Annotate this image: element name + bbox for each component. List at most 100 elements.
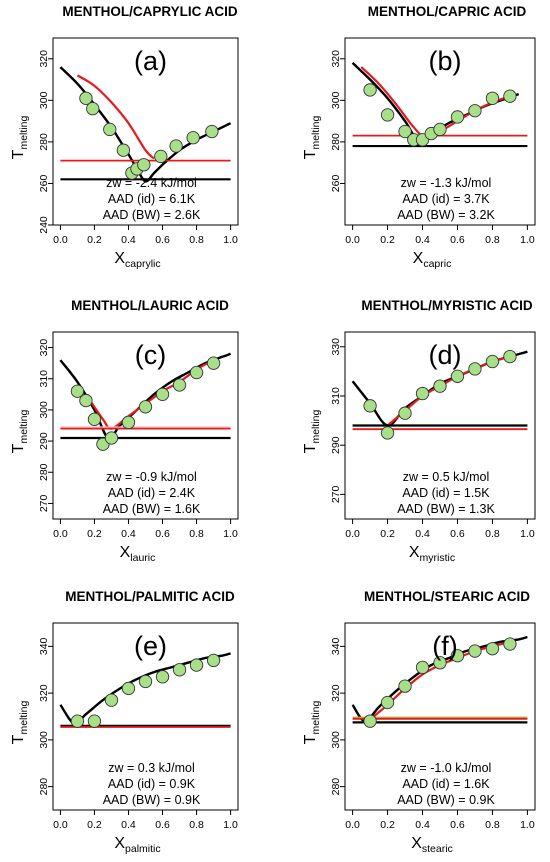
y-axis-label: Tmelting — [302, 116, 322, 160]
x-tick-label: 0.6 — [155, 528, 170, 540]
x-tick-label: 0.2 — [87, 234, 102, 246]
data-point — [433, 379, 447, 393]
y-tick-label: 240 — [38, 216, 50, 234]
x-tick-label: 0.2 — [87, 819, 102, 831]
plot-frame — [344, 331, 536, 520]
data-point — [450, 110, 465, 124]
data-point — [79, 393, 93, 408]
y-tick-label: 320 — [330, 684, 342, 702]
x-tick-label: 1.0 — [223, 819, 238, 831]
data-point — [121, 681, 136, 696]
y-axis-label-main: T — [10, 734, 27, 744]
annotation-line: AAD (id) = 2.4K — [108, 486, 196, 500]
panel-label: (a) — [134, 46, 167, 76]
chart-title: MENTHOL/PALMITIC ACID — [65, 589, 235, 604]
annotation-line: zw = -0.9 kJ/mol — [106, 470, 197, 484]
data-point — [206, 356, 221, 370]
y-axis-label: Tmelting — [10, 410, 30, 454]
x-tick-label: 0.6 — [450, 819, 465, 831]
panel-d: MENTHOL/MYRISTIC ACID 0.0 0.2 0.4 0.6 0.8 1.0 2… — [302, 298, 536, 564]
x-axis-label-sub: lauric — [130, 552, 155, 564]
x-tick-label: 0.6 — [450, 234, 465, 246]
panel-label: (e) — [134, 631, 167, 661]
annotation-line: AAD (BW) = 0.9K — [103, 793, 201, 807]
annotation-line: zw = 0.5 kJ/mol — [403, 470, 490, 484]
annotation-line: AAD (BW) = 3.2K — [397, 208, 495, 222]
x-axis-label: Xstearic — [411, 835, 453, 855]
data-point — [450, 369, 465, 383]
x-axis-label-sub: caprylic — [125, 258, 161, 270]
x-tick-label: 0.4 — [415, 234, 430, 246]
x-tick-label: 0.4 — [121, 819, 136, 831]
y-axis-label-sub: melting — [18, 410, 30, 444]
plot-frame — [52, 622, 239, 811]
annotation-line: AAD (id) = 0.9K — [108, 777, 196, 791]
data-point — [468, 104, 482, 118]
plot-frame — [52, 331, 239, 520]
data-point — [155, 670, 170, 684]
x-tick-label: 0.6 — [450, 528, 465, 540]
y-tick-label: 270 — [330, 485, 342, 503]
x-axis-label-main: X — [114, 835, 125, 852]
data-point — [450, 649, 465, 663]
data-point — [86, 101, 100, 116]
annotation-line: zw = 0.3 kJ/mol — [108, 761, 195, 775]
x-axis-label-main: X — [413, 250, 424, 267]
y-tick-label: 300 — [330, 731, 342, 749]
y-axis-label-main: T — [302, 149, 319, 159]
annotation-line: zw = -2.4 kJ/mol — [106, 176, 197, 190]
y-axis-label-sub: melting — [18, 116, 30, 150]
data-point — [104, 431, 119, 445]
y-axis-label: Tmelting — [302, 410, 322, 454]
annotation-line: AAD (BW) = 1.6K — [103, 502, 201, 516]
y-axis-label-main: T — [10, 149, 27, 159]
data-point — [503, 89, 517, 103]
data-point — [70, 714, 85, 728]
data-point — [121, 415, 136, 430]
plot-frame — [52, 37, 239, 226]
data-point — [380, 695, 395, 710]
data-point — [363, 714, 377, 728]
data-point — [433, 122, 447, 137]
data-point — [154, 149, 168, 164]
y-tick-label: 280 — [38, 133, 50, 151]
data-point — [433, 656, 447, 670]
y-tick-label: 300 — [330, 91, 342, 109]
data-point — [169, 139, 183, 153]
chart-title: MENTHOL/LAURIC ACID — [71, 298, 229, 313]
x-tick-label: 0.2 — [380, 234, 395, 246]
data-point — [189, 658, 204, 672]
data-point — [116, 143, 131, 157]
data-point — [189, 365, 204, 380]
x-tick-label: 0.0 — [53, 528, 68, 540]
data-point — [363, 399, 377, 413]
x-tick-label: 0.8 — [189, 528, 204, 540]
data-point — [186, 131, 200, 145]
panel-label: (b) — [429, 46, 462, 76]
x-tick-label: 0.4 — [415, 819, 430, 831]
data-point — [79, 91, 93, 105]
x-tick-label: 0.8 — [189, 234, 204, 246]
x-tick-label: 1.0 — [223, 234, 238, 246]
y-tick-label: 330 — [330, 338, 342, 356]
data-point — [137, 158, 151, 172]
plot-frame — [344, 622, 536, 811]
data-point — [398, 406, 412, 420]
plot-area — [351, 62, 528, 148]
x-tick-label: 0.0 — [345, 234, 360, 246]
panel-f: MENTHOL/STEARIC ACID 0.0 0.2 0.4 0.6 0.8 1.0 28… — [302, 589, 536, 855]
annotation-line: AAD (BW) = 0.9K — [397, 793, 495, 807]
y-axis-label-sub: melting — [18, 701, 30, 735]
annotation-line: AAD (id) = 6.1K — [108, 192, 196, 206]
data-point — [138, 674, 153, 689]
x-tick-label: 0.8 — [485, 528, 500, 540]
liquidus-curve-bw — [59, 652, 231, 725]
annotation-line: AAD (id) = 1.6K — [402, 777, 490, 791]
x-tick-label: 0.6 — [155, 819, 170, 831]
x-axis-label: Xcapric — [413, 250, 452, 270]
chart-title: MENTHOL/CAPRIC ACID — [368, 4, 527, 19]
annotation-line: zw = -1.0 kJ/mol — [401, 761, 492, 775]
panel-label: (c) — [135, 340, 166, 370]
x-axis-label-main: X — [409, 544, 420, 561]
data-point — [172, 378, 187, 392]
